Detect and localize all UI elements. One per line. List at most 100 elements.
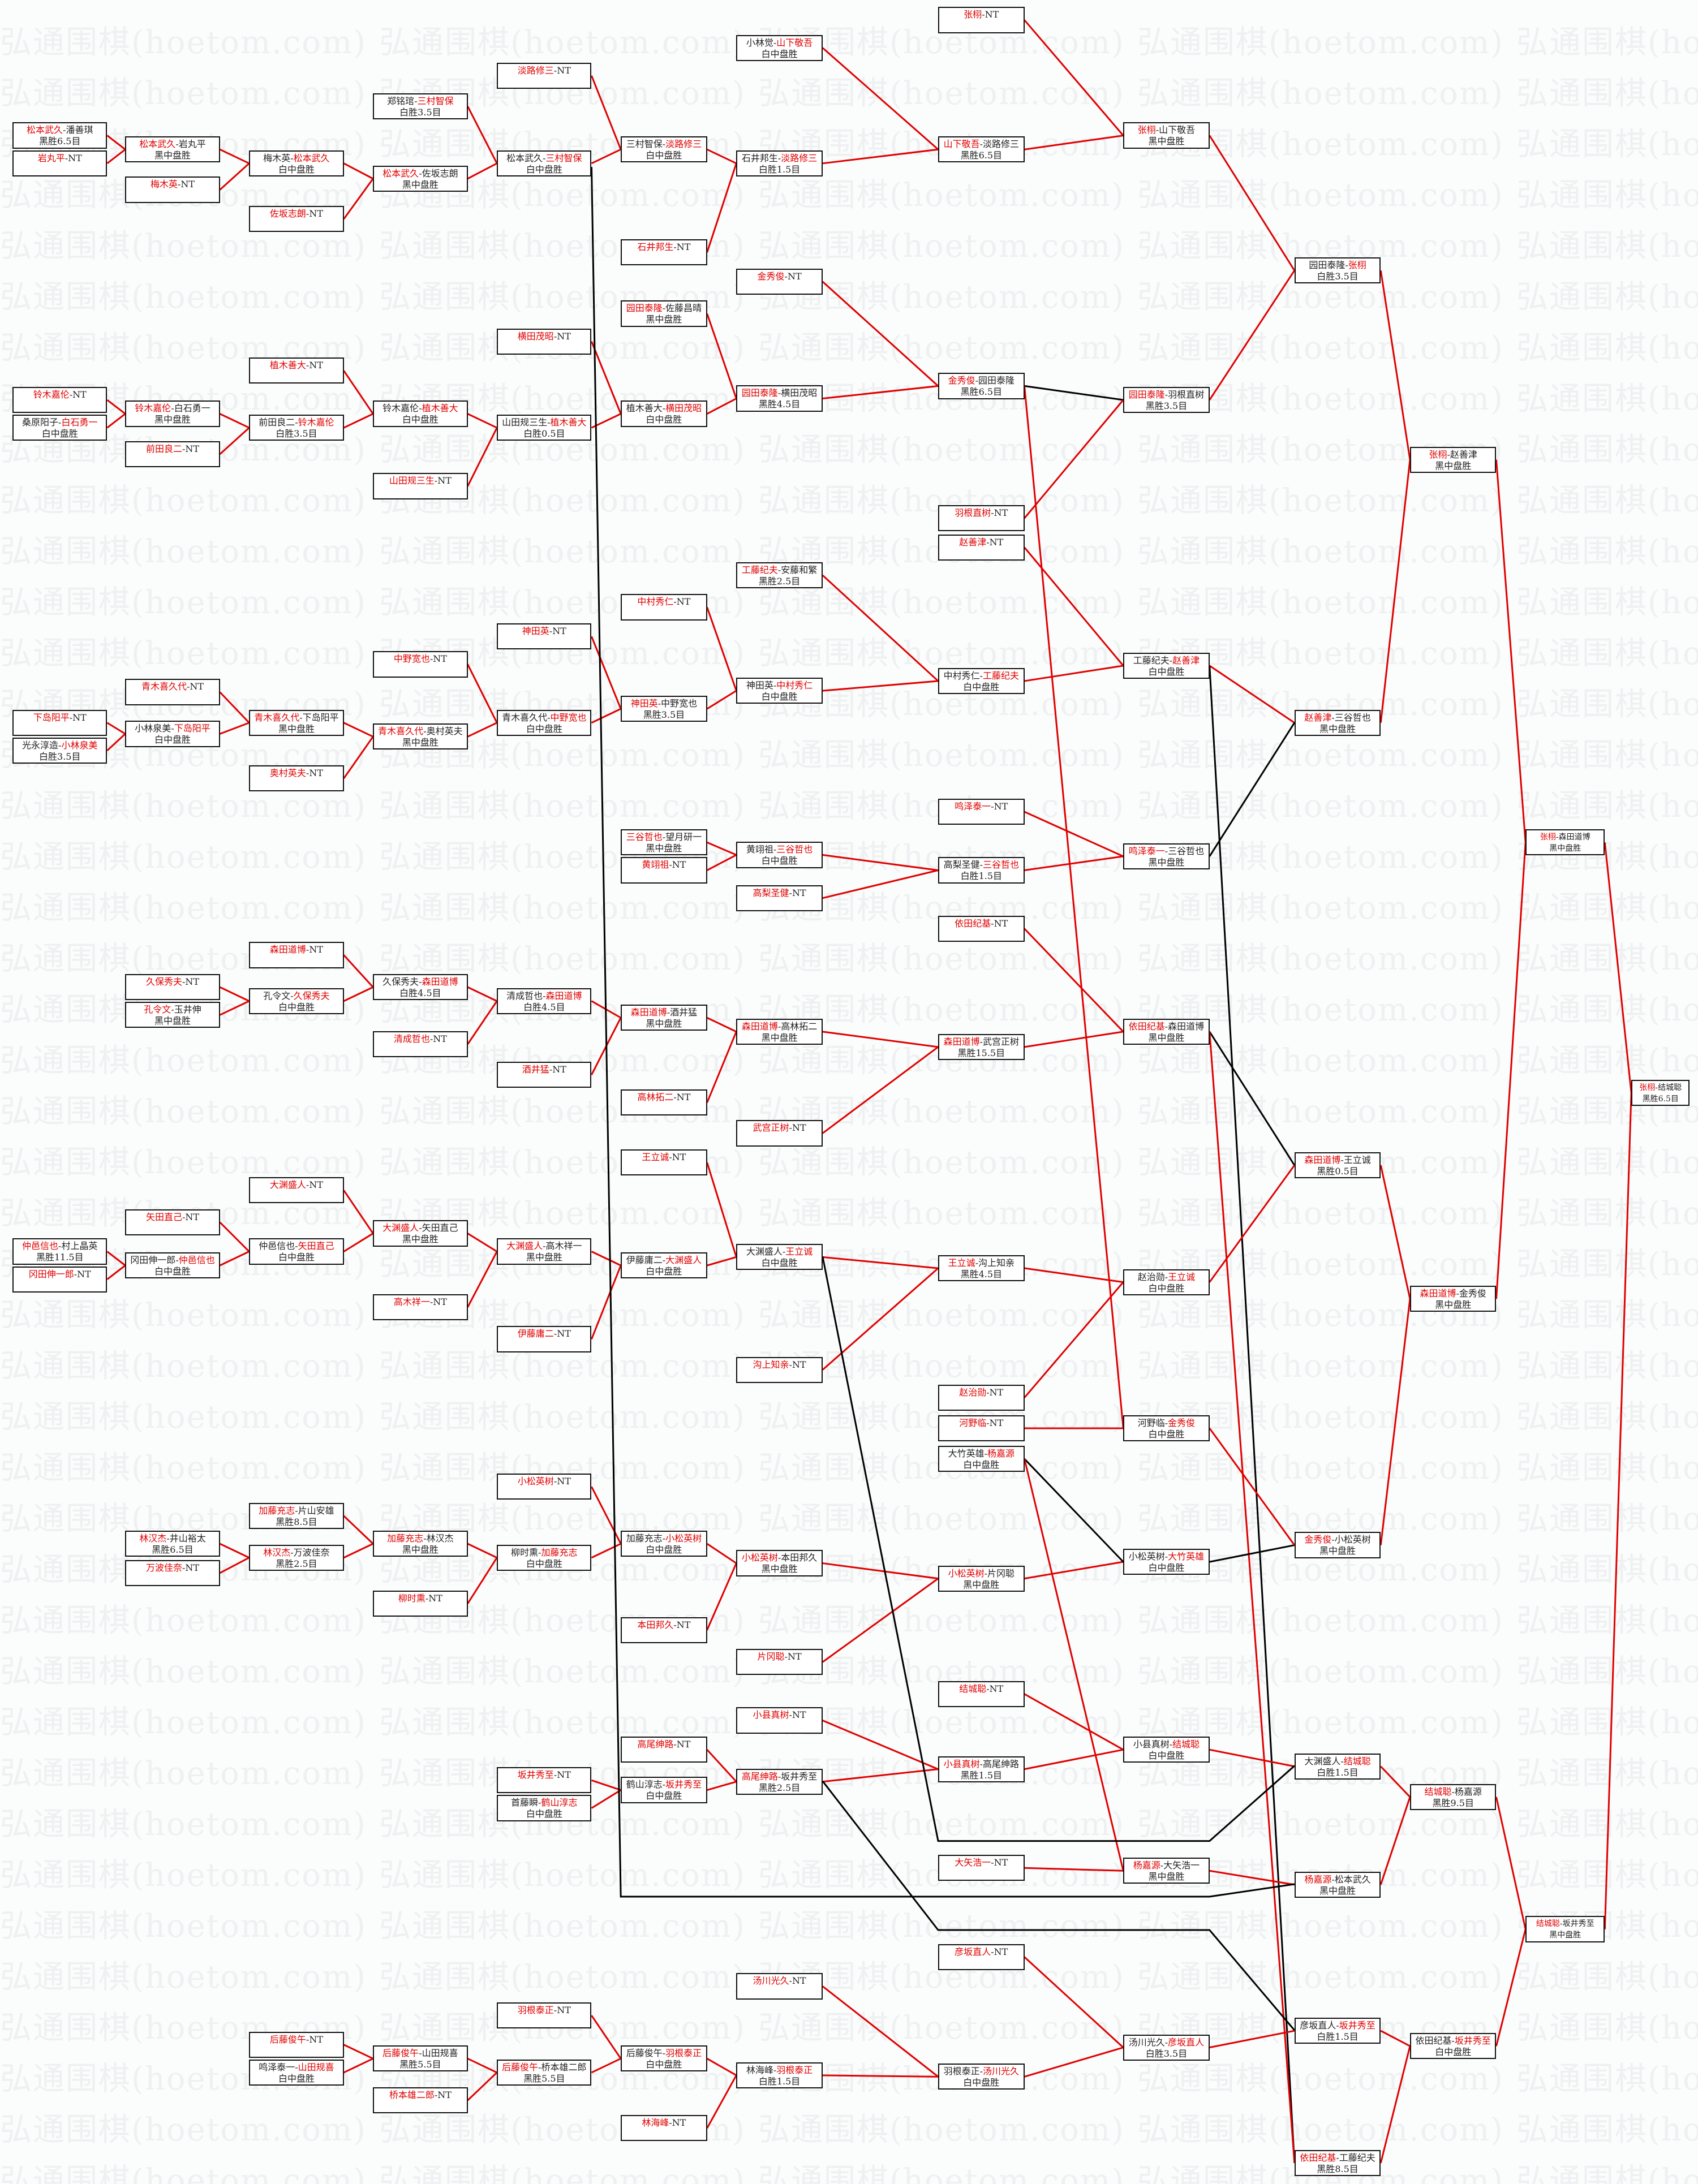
- match-players: 杨嘉源-大矢浩一: [1124, 1860, 1209, 1871]
- bracket-connector: [1379, 1165, 1411, 1299]
- match-result: 白中盘胜: [526, 723, 562, 734]
- match-players: 孔令文-玉井伸: [126, 1004, 218, 1015]
- match-box: 工藤纪夫-赵善津 白中盘胜: [1123, 652, 1210, 679]
- match-players: 桑原阳子-白石勇一: [14, 417, 106, 428]
- player-name: 中村秀仁: [637, 596, 674, 608]
- match-result: 黑胜0.5目: [1317, 1165, 1359, 1177]
- separator: -: [553, 1476, 557, 1487]
- match-box: 大渊盛人-高木祥一 黑中盘胜: [497, 1238, 592, 1265]
- match-result: 白中盘胜: [1148, 1428, 1185, 1440]
- player-black: 森田道博: [741, 1020, 778, 1032]
- match-players: 冈田伸一郎-仲邑信也: [126, 1255, 218, 1266]
- bracket-connector: [220, 148, 250, 165]
- separator: -: [1336, 2020, 1339, 2031]
- player-black: 铃木嘉伦: [382, 403, 419, 414]
- match-players: 梅木英-松本武久: [250, 153, 342, 164]
- bracket-connector: [106, 149, 126, 164]
- separator: -: [74, 1268, 78, 1280]
- match-players: 铃木嘉伦-NT: [14, 389, 106, 400]
- player-name: 林海峰: [642, 2117, 669, 2129]
- match-box: 工藤纪夫-安藤和繁 黑胜2.5目: [736, 562, 823, 589]
- player-black: 张栩: [1639, 1083, 1656, 1092]
- match-players: 后藤俊午-山田规喜: [374, 2048, 466, 2059]
- bracket-connector: [822, 1031, 939, 1048]
- player-name: 鸣泽泰一: [955, 801, 991, 812]
- bracket-connector: [1024, 2047, 1124, 2078]
- bye-result: NT: [309, 360, 323, 371]
- player-white: 植木善大: [550, 417, 587, 428]
- bracket-connector: [219, 1557, 250, 1574]
- player-black: 后藤俊午: [382, 2048, 419, 2059]
- match-players: 高木祥一-NT: [374, 1296, 466, 1308]
- match-players: 山田规三生-植木善大: [498, 417, 590, 428]
- player-name: 植木善大: [269, 360, 306, 371]
- player-black: 小林觉: [746, 37, 773, 48]
- match-result: 黑胜5.5目: [399, 2059, 441, 2070]
- bracket-connector: [1024, 1693, 1124, 1751]
- match-players: 林汉杰-井山裕太: [126, 1533, 218, 1544]
- bracket-connector: [1209, 665, 1296, 2163]
- bye-box: 森田道博-NT: [249, 942, 344, 968]
- match-players: 清成哲也-森田道博: [498, 990, 590, 1002]
- bracket-connector: [1379, 1298, 1411, 1545]
- player-name: 酒井猛: [522, 1063, 549, 1075]
- bye-result: NT: [309, 944, 323, 955]
- match-box: 神田英-中野宽也 黑胜3.5目: [621, 696, 707, 722]
- bracket-connector: [343, 954, 374, 988]
- separator: -: [425, 1592, 429, 1604]
- match-result: 白中盘胜: [1148, 666, 1185, 677]
- bracket-connector: [822, 680, 939, 692]
- bye-box: 植木善大-NT: [249, 357, 344, 384]
- match-box: 神田英-中村秀仁 白中盘胜: [736, 678, 823, 704]
- bracket-connector: [1209, 665, 1295, 723]
- player-black: 小林泉美: [135, 723, 171, 734]
- separator: -: [547, 417, 551, 428]
- bye-box: 桥本雄二郎-NT: [373, 2087, 468, 2114]
- match-box: 依田纪基-工藤纪夫 黑胜8.5目: [1294, 2149, 1381, 2176]
- bracket-connector: [591, 636, 622, 709]
- match-result: 黑胜6.5目: [960, 386, 1003, 398]
- player-name: 万波佳奈: [145, 1562, 182, 1573]
- match-players: 加藤充志-小松英树: [622, 1533, 706, 1544]
- bracket-connector: [591, 341, 622, 415]
- player-name: 羽根直树: [955, 507, 991, 518]
- match-box: 桑原阳子-白石勇一 白中盘胜: [12, 415, 108, 441]
- player-black: 杨嘉源: [1304, 1873, 1332, 1885]
- match-players: 森田道博-酒井猛: [622, 1007, 706, 1018]
- bye-result: NT: [185, 1211, 200, 1222]
- separator: -: [777, 1020, 781, 1032]
- player-black: 赵善津: [1304, 712, 1332, 723]
- bye-box: 清成哲也-NT: [373, 1031, 468, 1058]
- bracket-connector: [822, 1046, 939, 1134]
- bye-result: NT: [557, 1328, 571, 1339]
- separator: -: [1164, 1271, 1168, 1282]
- separator: -: [777, 1552, 781, 1563]
- separator: -: [182, 1211, 186, 1222]
- player-white: 结城聪: [1658, 1083, 1682, 1092]
- separator: -: [777, 564, 781, 575]
- bye-box: 山田规三生-NT: [373, 473, 468, 499]
- separator: -: [673, 596, 677, 608]
- match-players: 山下敬吾-淡路修三: [939, 139, 1024, 150]
- match-box: 孔令文-久保秀夫 白中盘胜: [249, 988, 344, 1014]
- player-name: 高梨圣健: [753, 887, 789, 898]
- player-name: 羽根泰正: [517, 2004, 554, 2015]
- bye-box: 高木祥一-NT: [373, 1294, 468, 1321]
- separator: -: [543, 152, 546, 163]
- match-result: 白中盘胜: [402, 414, 439, 425]
- match-players: 大渊盛人-王立诚: [737, 1246, 822, 1257]
- separator: -: [58, 417, 62, 428]
- player-black: 结城聪: [1536, 1919, 1560, 1929]
- player-black: 松本武久: [139, 139, 176, 150]
- separator: -: [1164, 845, 1168, 856]
- match-box: 三谷哲也-望月研一 黑中盘胜: [621, 829, 707, 856]
- separator: -: [662, 1779, 666, 1790]
- match-result: 黑中盘胜: [1148, 1032, 1185, 1043]
- player-name: 高尾绅路: [637, 1739, 674, 1750]
- player-name: 高林拓二: [637, 1092, 674, 1103]
- match-result: 白中盘胜: [1148, 1750, 1185, 1761]
- separator: -: [186, 681, 190, 692]
- match-players: 森田道博-武宫正树: [939, 1036, 1024, 1048]
- match-players: 林汉杰-万波佳奈: [250, 1547, 342, 1558]
- bracket-connector: [343, 1515, 374, 1545]
